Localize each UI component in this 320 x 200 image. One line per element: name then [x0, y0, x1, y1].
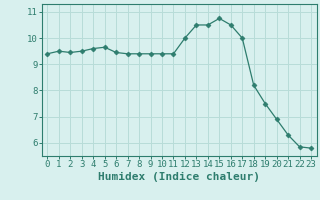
X-axis label: Humidex (Indice chaleur): Humidex (Indice chaleur) [98, 172, 260, 182]
